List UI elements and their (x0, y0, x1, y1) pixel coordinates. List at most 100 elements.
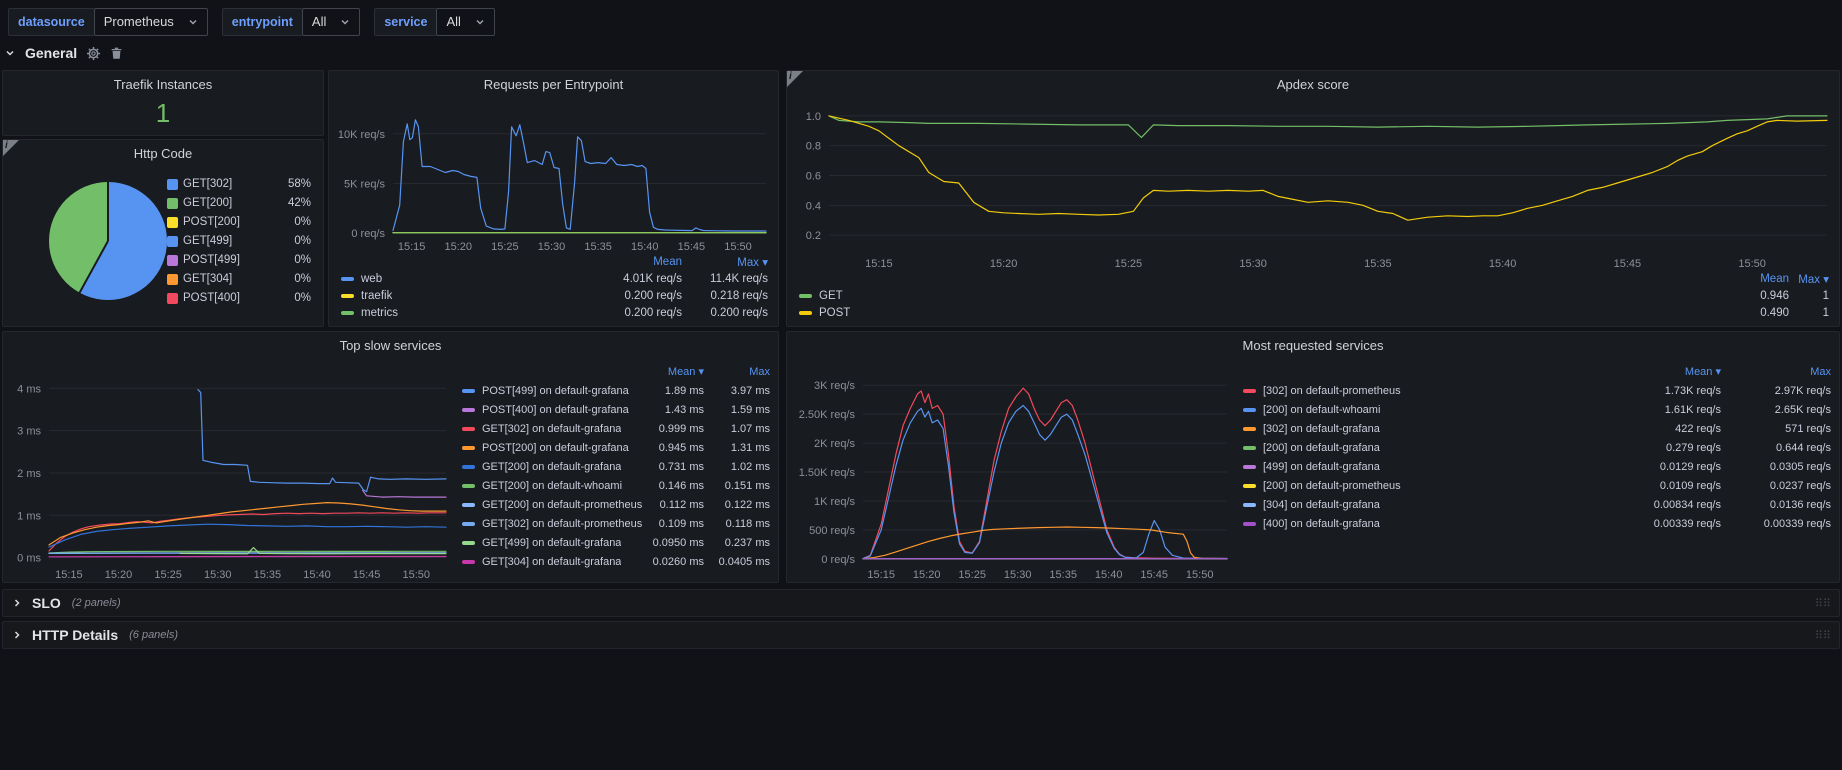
legend-row[interactable]: POST 0.490 1 (799, 304, 1829, 321)
legend-item[interactable]: GET[200] 42% (167, 194, 311, 213)
legend-item[interactable]: GET[499] 0% (167, 232, 311, 251)
panel-title[interactable]: Traefik Instances (113, 76, 213, 92)
legend-item[interactable]: POST[499] 0% (167, 251, 311, 270)
legend-row[interactable]: [200] on default-prometheus 0.0109 req/s… (1243, 476, 1831, 495)
row-drag-handle[interactable]: ⠿⠿ (1814, 597, 1831, 610)
panel-requests-per-entrypoint: Requests per Entrypoint 0 req/s 5K req/s 1… (328, 70, 779, 327)
legend-max-header[interactable]: Max (749, 365, 770, 378)
top-slow-services-chart[interactable]: 4 ms 3 ms 2 ms 1 ms 0 ms 15:15 15:20 15:25 15:30… (3, 358, 458, 582)
legend-row[interactable]: traefik 0.200 req/s 0.218 req/s (341, 287, 768, 304)
legend-item[interactable]: GET[302] 58% (167, 175, 311, 194)
entrypoint-chart[interactable]: 0 req/s 5K req/s 10K req/s 15:15 15:20 15:25 1… (329, 97, 778, 254)
svg-text:15:50: 15:50 (1186, 569, 1214, 581)
svg-text:1K req/s: 1K req/s (814, 496, 855, 508)
legend-row[interactable]: [400] on default-grafana 0.00339 req/s 0… (1243, 514, 1831, 533)
legend-row[interactable]: web 4.01K req/s 11.4K req/s (341, 270, 768, 287)
legend-max-header[interactable]: Max (1810, 365, 1831, 378)
apdex-chart[interactable]: 1.0 0.8 0.6 0.4 0.2 15:15 15:20 15:25 15:30 15:35… (787, 97, 1839, 271)
legend-mean-value: 0.146 ms (658, 479, 704, 492)
svg-text:15:45: 15:45 (1614, 258, 1642, 270)
legend-row[interactable]: GET[302] on default-grafana 0.999 ms 1.0… (462, 419, 770, 438)
legend-row[interactable]: metrics 0.200 req/s 0.200 req/s (341, 304, 768, 321)
legend-row[interactable]: GET[200] on default-whoami 0.146 ms 0.15… (462, 476, 770, 495)
legend-mean-value: 0.00834 req/s (1653, 498, 1721, 511)
legend-row[interactable]: GET[200] on default-prometheus 0.112 ms … (462, 495, 770, 514)
legend-color-swatch (1243, 502, 1256, 507)
legend-row[interactable]: POST[200] on default-grafana 0.945 ms 1.… (462, 438, 770, 457)
legend-row[interactable]: POST[499] on default-grafana 1.89 ms 3.9… (462, 381, 770, 400)
legend-max-value: 1.02 ms (730, 460, 770, 473)
legend-mean-header[interactable]: Mean (653, 256, 682, 268)
pie-chart[interactable] (49, 182, 167, 300)
legend-max-value: 11.4K req/s (710, 272, 768, 285)
panel-title[interactable]: Http Code (133, 145, 193, 161)
legend-item[interactable]: POST[200] 0% (167, 213, 311, 232)
legend-row[interactable]: [302] on default-prometheus 1.73K req/s … (1243, 381, 1831, 400)
row-title: HTTP Details (32, 627, 119, 643)
legend-mean-value: 1.73K req/s (1664, 384, 1721, 397)
legend-row[interactable]: [302] on default-grafana 422 req/s 571 r… (1243, 419, 1831, 438)
legend-mean-value: 4.01K req/s (623, 272, 682, 285)
legend-item[interactable]: POST[400] 0% (167, 289, 311, 308)
legend-max-header[interactable]: Max ▾ (737, 257, 768, 269)
legend-value: 58% (287, 178, 311, 190)
legend-label: GET[302] (183, 178, 233, 190)
svg-text:3 ms: 3 ms (17, 426, 41, 438)
svg-text:15:50: 15:50 (402, 569, 430, 581)
legend-row[interactable]: [304] on default-grafana 0.00834 req/s 0… (1243, 495, 1831, 514)
row-general[interactable]: General (4, 41, 123, 65)
legend-row[interactable]: GET[200] on default-grafana 0.731 ms 1.0… (462, 457, 770, 476)
panel-title[interactable]: Apdex score (1276, 76, 1350, 92)
legend-row[interactable]: GET 0.946 1 (799, 287, 1829, 304)
row-http-details[interactable]: HTTP Details (6 panels) ⠿⠿ (2, 621, 1840, 649)
legend-max-value: 1 (1822, 306, 1829, 319)
panel-apdex-score: i Apdex score 1.0 0.8 0.6 0.4 0.2 15:15 15:20 1… (786, 70, 1840, 327)
legend-mean-header[interactable]: Mean ▾ (1684, 366, 1721, 378)
svg-text:15:40: 15:40 (1489, 258, 1517, 270)
gear-icon[interactable] (86, 46, 101, 61)
legend-max-value: 0.237 ms (724, 536, 770, 549)
svg-text:15:50: 15:50 (1738, 258, 1766, 270)
legend-label: [200] on default-whoami (1263, 403, 1381, 416)
legend-mean-value: 1.89 ms (664, 384, 704, 397)
most-requested-services-chart[interactable]: 3K req/s 2.50K req/s 2K req/s 1.50K req/s 1K… (787, 358, 1239, 582)
panel-http-code: i Http Code GET[302] 58% GET[200] 42% (2, 139, 324, 327)
variable-value-dropdown[interactable]: All (436, 7, 495, 36)
panel-title[interactable]: Top slow services (339, 337, 442, 353)
variable-value-dropdown[interactable]: All (301, 7, 361, 36)
row-slo[interactable]: SLO (2 panels) ⠿⠿ (2, 589, 1840, 617)
legend-max-value: 1.07 ms (730, 422, 770, 435)
legend-max-header[interactable]: Max ▾ (1798, 274, 1829, 286)
legend-row[interactable]: [499] on default-grafana 0.0129 req/s 0.… (1243, 457, 1831, 476)
legend-color-swatch (167, 197, 178, 209)
legend-mean-header[interactable]: Mean (1760, 273, 1789, 285)
svg-text:15:35: 15:35 (584, 241, 612, 253)
panel-title[interactable]: Most requested services (1242, 337, 1384, 353)
legend-row[interactable]: [200] on default-whoami 1.61K req/s 2.65… (1243, 400, 1831, 419)
svg-text:15:15: 15:15 (398, 241, 426, 253)
legend-row[interactable]: GET[304] on default-grafana 0.0260 ms 0.… (462, 552, 770, 571)
trash-icon[interactable] (110, 46, 123, 60)
legend-row[interactable]: GET[499] on default-grafana 0.0950 ms 0.… (462, 533, 770, 552)
legend-mean-header[interactable]: Mean ▾ (667, 366, 704, 378)
row-drag-handle[interactable]: ⠿⠿ (1814, 629, 1831, 642)
panel-info-icon[interactable]: i (787, 71, 803, 87)
panel-info-icon[interactable]: i (3, 140, 19, 156)
svg-text:15:20: 15:20 (990, 258, 1018, 270)
pie-legend: GET[302] 58% GET[200] 42% POST[200] 0% (167, 175, 315, 308)
legend-row[interactable]: POST[400] on default-grafana 1.43 ms 1.5… (462, 400, 770, 419)
legend-label: POST[400] (183, 292, 240, 304)
legend-row[interactable]: [200] on default-grafana 0.279 req/s 0.6… (1243, 438, 1831, 457)
legend: Mean ▾ Max POST[499] on default-grafana … (458, 358, 778, 582)
svg-text:500 req/s: 500 req/s (809, 525, 855, 537)
variable-value-dropdown[interactable]: Prometheus (93, 7, 208, 36)
legend-item[interactable]: GET[304] 0% (167, 270, 311, 289)
panel-title[interactable]: Requests per Entrypoint (483, 76, 624, 92)
variable-label: entrypoint (221, 7, 302, 36)
legend-max-value: 0.0237 req/s (1769, 479, 1831, 492)
legend-max-value: 0.00339 req/s (1763, 517, 1831, 530)
svg-text:15:15: 15:15 (865, 258, 893, 270)
svg-text:15:30: 15:30 (1239, 258, 1267, 270)
legend-row[interactable]: GET[302] on default-prometheus 0.109 ms … (462, 514, 770, 533)
svg-text:15:45: 15:45 (1140, 569, 1168, 581)
